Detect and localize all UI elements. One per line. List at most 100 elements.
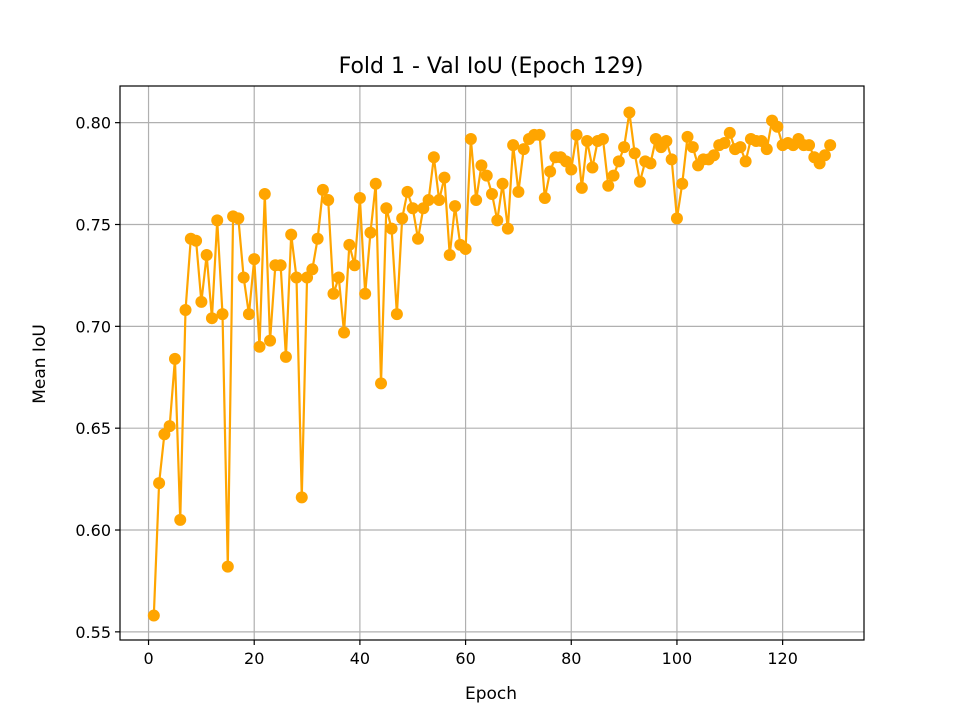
- data-point: [660, 134, 673, 147]
- data-point: [380, 202, 393, 215]
- data-point: [216, 308, 229, 321]
- data-point: [433, 194, 446, 207]
- plot-frame: [119, 85, 865, 641]
- x-tick-label: 100: [662, 649, 693, 668]
- data-point: [242, 308, 255, 321]
- data-point: [190, 234, 203, 247]
- data-point: [221, 560, 234, 573]
- data-point: [406, 202, 419, 215]
- y-tick-label: 0.75: [75, 216, 111, 235]
- data-point: [253, 340, 266, 353]
- x-tick-label: 20: [244, 649, 264, 668]
- grid: [120, 86, 864, 640]
- data-point: [475, 159, 488, 172]
- data-point: [644, 157, 657, 170]
- data-point: [274, 259, 287, 272]
- data-point: [353, 192, 366, 205]
- series-layer: [147, 106, 837, 622]
- data-point: [512, 185, 525, 198]
- data-point: [818, 149, 831, 162]
- data-point: [665, 153, 678, 166]
- data-point: [396, 212, 409, 225]
- data-point: [607, 169, 620, 182]
- data-point: [486, 187, 498, 200]
- data-point: [596, 132, 609, 145]
- data-point: [205, 312, 218, 325]
- data-point: [565, 163, 578, 176]
- data-point: [412, 232, 425, 245]
- data-point: [338, 326, 351, 339]
- data-point: [422, 194, 435, 207]
- data-point: [464, 132, 477, 145]
- x-tick-label: 60: [455, 649, 475, 668]
- y-tick-label: 0.70: [75, 317, 111, 336]
- data-point: [163, 420, 176, 433]
- data-point: [723, 126, 736, 139]
- data-point: [232, 212, 245, 225]
- data-point: [628, 147, 641, 160]
- data-point: [676, 177, 689, 190]
- data-point: [174, 513, 187, 526]
- data-point: [322, 194, 335, 207]
- data-point: [633, 175, 646, 188]
- data-point: [718, 137, 731, 150]
- data-point: [824, 139, 837, 152]
- data-point: [544, 165, 557, 178]
- data-point: [612, 155, 625, 168]
- data-point: [623, 106, 636, 119]
- data-point: [237, 271, 250, 284]
- data-point: [290, 271, 303, 284]
- data-point: [147, 609, 160, 622]
- data-point: [670, 212, 683, 225]
- data-point: [343, 238, 356, 251]
- y-axis-label: Mean IoU: [30, 324, 50, 404]
- data-point: [427, 151, 440, 164]
- data-point: [581, 134, 594, 147]
- data-point: [586, 161, 599, 174]
- data-point: [771, 120, 784, 133]
- data-point: [734, 141, 747, 154]
- y-tick-label: 0.65: [75, 419, 111, 438]
- data-point: [803, 139, 816, 152]
- data-point: [211, 214, 224, 227]
- data-point: [179, 304, 192, 317]
- data-point: [385, 222, 398, 235]
- data-point: [575, 181, 588, 194]
- data-point: [681, 130, 694, 143]
- data-point: [264, 334, 277, 347]
- data-point: [739, 155, 752, 168]
- data-point: [449, 200, 462, 213]
- data-point: [438, 171, 451, 184]
- data-point: [602, 179, 615, 192]
- data-point: [760, 143, 773, 156]
- data-point: [533, 128, 546, 141]
- data-point: [501, 222, 514, 235]
- chart-title: Fold 1 - Val IoU (Epoch 129): [339, 54, 644, 79]
- data-point: [168, 352, 181, 365]
- data-point: [375, 377, 388, 390]
- x-axis-label: Epoch: [465, 684, 517, 704]
- y-tick-label: 0.80: [75, 114, 111, 133]
- data-point: [686, 141, 699, 154]
- data-point: [348, 259, 361, 272]
- x-tick-label: 120: [767, 649, 798, 668]
- data-point: [491, 214, 504, 227]
- x-tick-label: 40: [350, 649, 370, 668]
- data-point: [279, 350, 292, 363]
- data-point: [538, 192, 551, 205]
- x-tick-label: 80: [561, 649, 581, 668]
- data-point: [311, 232, 324, 245]
- data-point: [332, 271, 345, 284]
- data-point: [153, 477, 166, 490]
- data-point: [195, 295, 208, 308]
- data-point: [507, 139, 520, 152]
- data-point: [369, 177, 382, 190]
- data-point: [248, 253, 261, 266]
- data-point: [496, 177, 509, 190]
- data-point: [316, 183, 329, 196]
- data-point: [200, 249, 213, 262]
- y-tick-label: 0.60: [75, 521, 111, 540]
- data-point: [470, 194, 483, 207]
- data-point: [517, 143, 530, 156]
